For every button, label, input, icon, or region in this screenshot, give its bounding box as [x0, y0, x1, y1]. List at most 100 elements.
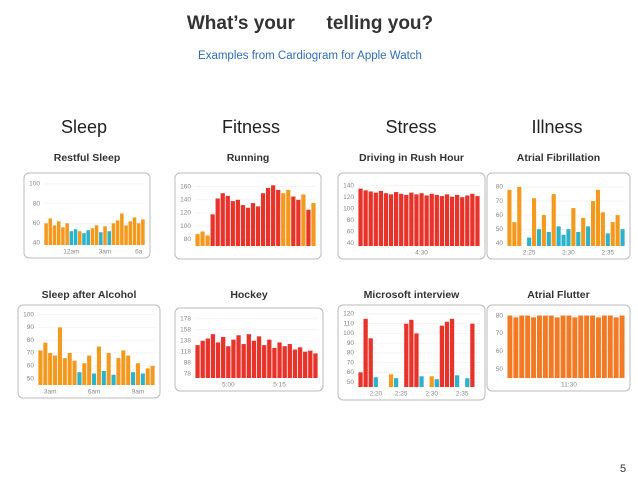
x-tick-label: 6am: [88, 389, 101, 396]
bar: [210, 334, 216, 378]
y-tick-label: 80: [33, 200, 41, 207]
bar: [262, 345, 267, 378]
bar: [77, 372, 82, 385]
bar: [69, 231, 74, 245]
bar: [586, 226, 591, 246]
bar: [103, 226, 107, 245]
slide-subtitle: Examples from Cardiogram for Apple Watch: [198, 50, 422, 62]
y-tick-label: 120: [343, 194, 354, 201]
bar: [572, 317, 578, 378]
x-tick-label: 9am: [132, 389, 145, 396]
x-tick-label: 12am: [63, 249, 79, 256]
y-tick-label: 80: [496, 184, 504, 191]
column-header: Fitness: [222, 117, 280, 137]
bar: [470, 323, 475, 387]
bar: [419, 193, 424, 246]
bar: [256, 336, 262, 378]
chart-title: Running: [227, 152, 270, 164]
bar: [590, 201, 596, 246]
bar: [86, 230, 90, 245]
bar: [111, 374, 116, 385]
bar: [62, 358, 67, 385]
bar: [454, 375, 460, 387]
bar: [607, 315, 613, 378]
y-tick-label: 40: [347, 240, 355, 247]
bar: [301, 194, 306, 246]
bar: [120, 213, 124, 245]
y-tick-label: 50: [496, 226, 504, 233]
bar: [53, 355, 58, 385]
bar: [465, 195, 470, 246]
bar: [571, 208, 576, 246]
y-tick-label: 178: [180, 316, 191, 323]
bar: [245, 207, 251, 246]
bar: [308, 350, 313, 378]
bar: [272, 347, 277, 378]
bar: [205, 235, 210, 246]
bar: [57, 327, 62, 385]
bar: [101, 370, 106, 385]
bar: [306, 209, 311, 246]
bar: [297, 347, 303, 378]
x-tick-label: 2:30: [425, 391, 438, 398]
bar: [48, 218, 53, 245]
bar: [404, 194, 409, 246]
bar: [231, 339, 236, 378]
bar: [140, 373, 145, 385]
bar: [282, 346, 287, 378]
bar: [409, 319, 414, 387]
x-tick-label: 2:20: [369, 391, 382, 398]
y-tick-label: 60: [347, 228, 355, 235]
y-tick-label: 138: [180, 337, 191, 344]
bar: [590, 315, 596, 378]
bar: [67, 352, 72, 385]
bar: [595, 189, 601, 246]
bar: [581, 217, 586, 246]
bar: [551, 194, 556, 246]
y-tick-label: 110: [344, 320, 355, 327]
bar: [429, 376, 434, 387]
bar: [87, 355, 92, 385]
bar: [470, 193, 475, 246]
y-tick-label: 80: [27, 337, 35, 344]
bar: [566, 229, 571, 246]
y-tick-label: 80: [496, 312, 504, 319]
bar: [610, 222, 615, 246]
y-tick-label: 140: [180, 197, 191, 204]
chart-title: Atrial Flutter: [527, 289, 589, 301]
bar: [82, 233, 86, 245]
bar: [424, 195, 429, 246]
bar: [434, 194, 439, 246]
bar: [313, 353, 318, 378]
bar: [221, 336, 226, 378]
bar: [429, 193, 434, 246]
y-tick-label: 140: [343, 182, 354, 189]
bar: [548, 315, 554, 378]
page-number: 5: [620, 463, 626, 475]
bar: [619, 315, 625, 378]
bar: [368, 191, 373, 246]
bar: [414, 194, 419, 246]
bar: [78, 231, 82, 245]
bar: [235, 199, 240, 246]
bar: [43, 342, 48, 385]
bar: [195, 234, 200, 246]
bar: [536, 315, 542, 378]
bar: [291, 196, 296, 246]
x-tick-label: 5:00: [222, 382, 235, 389]
y-tick-label: 60: [27, 363, 35, 370]
y-tick-label: 100: [29, 181, 40, 188]
bar: [255, 206, 261, 246]
bar: [531, 317, 537, 378]
bar: [241, 344, 246, 378]
column-header: Illness: [531, 117, 582, 137]
y-tick-label: 70: [347, 359, 355, 366]
chart-title: Atrial Fibrillation: [517, 152, 600, 164]
bar: [267, 339, 272, 378]
bar: [126, 355, 131, 385]
bar: [225, 195, 230, 246]
chart-title: Driving in Rush Hour: [359, 152, 464, 164]
bar: [107, 231, 111, 245]
bar: [434, 379, 439, 387]
